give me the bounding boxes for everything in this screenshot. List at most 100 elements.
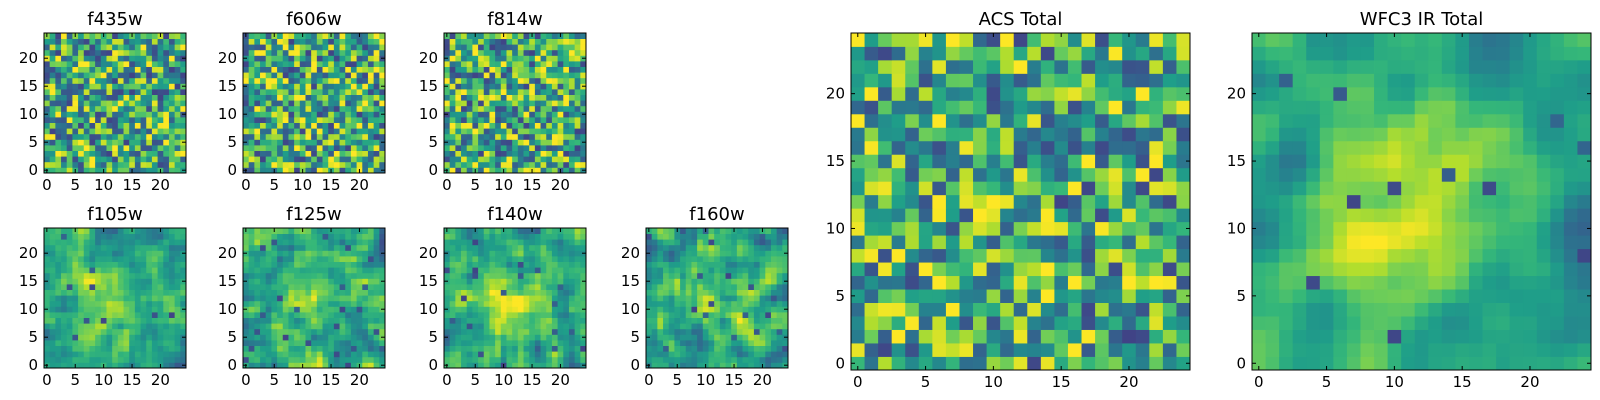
heatmap-cell <box>248 244 255 251</box>
heatmap-cell <box>112 256 119 262</box>
heatmap-cell <box>44 89 51 95</box>
heatmap-cell <box>500 72 507 79</box>
heatmap-cell <box>1027 167 1042 182</box>
heatmap-cell <box>316 244 323 251</box>
heatmap-cell <box>714 340 721 346</box>
x-tick-label: 20 <box>551 371 570 389</box>
heatmap-cell <box>299 267 306 274</box>
heatmap-cell <box>466 66 473 73</box>
heatmap-cell <box>78 284 85 290</box>
heatmap-cell <box>333 133 340 140</box>
heatmap-cell <box>163 66 170 73</box>
heatmap-cell <box>534 239 541 246</box>
heatmap-cell <box>66 133 73 140</box>
y-tick-label: 5 <box>227 328 237 346</box>
heatmap-cell <box>333 89 340 95</box>
heatmap-cell <box>776 312 783 318</box>
heatmap-cell <box>489 33 496 39</box>
heatmap-cell <box>328 351 335 358</box>
heatmap-cell <box>311 83 318 90</box>
heatmap-cell <box>55 328 62 335</box>
heatmap-cell <box>864 356 879 371</box>
heatmap-cell <box>765 312 772 318</box>
heatmap-cell <box>163 306 170 313</box>
heatmap-cell <box>455 334 462 341</box>
heatmap-cell <box>691 284 698 290</box>
heatmap-cell <box>151 49 158 56</box>
heatmap-cell <box>345 356 352 363</box>
heatmap-cell <box>112 362 119 369</box>
heatmap-cell <box>551 317 558 324</box>
heatmap-cell <box>753 228 760 234</box>
heatmap-cell <box>685 300 692 307</box>
heatmap-cell <box>248 239 255 246</box>
heatmap-cell <box>248 295 255 302</box>
heatmap-cell <box>651 317 658 324</box>
heatmap-cell <box>168 55 176 62</box>
heatmap-cell <box>1122 316 1137 330</box>
heatmap-cell <box>478 340 485 346</box>
heatmap-cell <box>123 362 130 369</box>
heatmap-cell <box>748 272 755 279</box>
heatmap-cell <box>500 49 507 56</box>
heatmap-cell <box>512 83 519 90</box>
heatmap-cell <box>731 284 738 290</box>
heatmap-cell <box>523 150 530 157</box>
heatmap-cell <box>174 133 181 140</box>
heatmap-cell <box>151 145 158 151</box>
heatmap-cell <box>157 139 164 146</box>
heatmap-cell <box>134 128 141 135</box>
heatmap-cell <box>657 317 664 324</box>
heatmap-cell <box>646 317 653 324</box>
heatmap-cell <box>546 261 553 268</box>
heatmap-cell <box>495 72 502 79</box>
heatmap-cell <box>123 156 130 163</box>
heatmap-cell <box>1162 275 1177 290</box>
heatmap-cell <box>157 117 164 123</box>
heatmap-cell <box>1122 275 1137 290</box>
heatmap-cell <box>134 328 141 335</box>
heatmap-cell <box>129 128 136 135</box>
heatmap-cell <box>123 300 130 307</box>
heatmap-cell <box>271 317 278 324</box>
heatmap-cell <box>736 334 743 341</box>
heatmap-cell <box>379 295 386 302</box>
heatmap-cell <box>243 323 250 330</box>
heatmap-cell <box>174 345 181 352</box>
heatmap-cell <box>736 356 743 363</box>
heatmap-cell <box>546 289 553 296</box>
heatmap-cell <box>1027 194 1042 209</box>
heatmap-cell <box>455 289 462 296</box>
heatmap-cell <box>294 167 301 174</box>
heatmap-cell <box>311 284 318 290</box>
heatmap-cell <box>1013 329 1028 344</box>
heatmap-cell <box>500 244 507 251</box>
heatmap-cell <box>339 55 346 62</box>
heatmap-cell <box>44 145 51 151</box>
heatmap-cell <box>472 128 479 135</box>
heatmap-cell <box>759 278 766 285</box>
heatmap-cell <box>180 122 187 129</box>
heatmap-cell <box>495 55 502 62</box>
heatmap-cell <box>506 83 513 90</box>
heatmap-cell <box>668 284 675 290</box>
heatmap-cell <box>506 356 513 363</box>
heatmap-cell <box>112 94 119 101</box>
heatmap-cell <box>483 356 490 363</box>
heatmap-cell <box>765 250 772 257</box>
heatmap-cell <box>478 323 485 330</box>
heatmap-cell <box>328 267 335 274</box>
heatmap-cell <box>506 278 513 285</box>
heatmap-cell <box>973 343 987 357</box>
heatmap-cell <box>770 244 778 251</box>
heatmap-cell <box>299 345 306 352</box>
heatmap-cell <box>333 167 340 174</box>
heatmap-cell <box>260 33 267 39</box>
heatmap-cell <box>568 239 576 246</box>
heatmap-cell <box>140 156 147 163</box>
heatmap-cell <box>151 340 158 346</box>
heatmap-cell <box>282 156 289 163</box>
heatmap-cell <box>702 267 709 274</box>
heatmap-cell <box>455 228 462 234</box>
heatmap-cell <box>461 89 468 95</box>
